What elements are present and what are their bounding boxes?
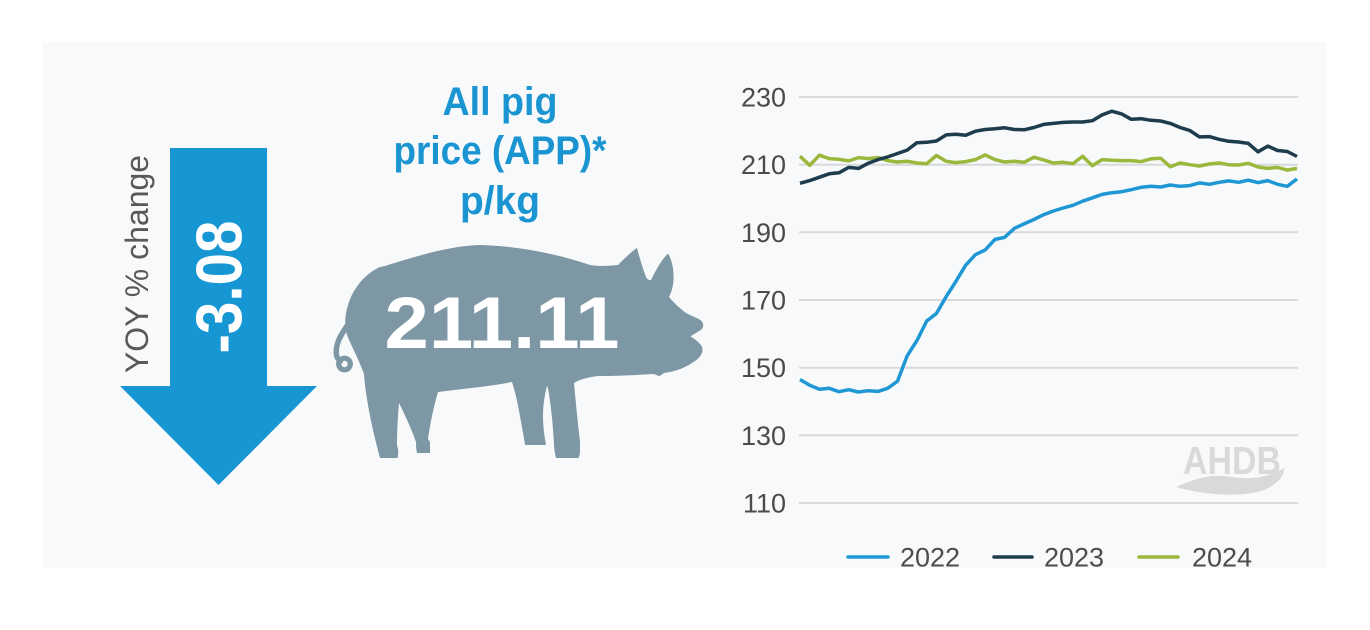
svg-text:170: 170 <box>741 286 786 316</box>
svg-text:2023: 2023 <box>1044 543 1104 573</box>
svg-text:price (APP)*: price (APP)* <box>394 129 607 173</box>
svg-text:All pig: All pig <box>443 80 558 124</box>
svg-text:150: 150 <box>741 353 786 383</box>
svg-text:210: 210 <box>741 150 786 180</box>
svg-text:AHDB: AHDB <box>1183 440 1281 483</box>
svg-text:211.11: 211.11 <box>385 283 620 364</box>
svg-text:2024: 2024 <box>1192 543 1252 573</box>
svg-text:p/kg: p/kg <box>460 179 540 223</box>
svg-text:110: 110 <box>743 489 786 519</box>
svg-text:YOY % change: YOY % change <box>119 155 155 373</box>
svg-text:2022: 2022 <box>900 543 960 573</box>
svg-text:-3.08: -3.08 <box>183 221 256 354</box>
svg-text:190: 190 <box>741 218 786 248</box>
svg-text:230: 230 <box>741 83 786 113</box>
svg-text:130: 130 <box>741 421 786 451</box>
